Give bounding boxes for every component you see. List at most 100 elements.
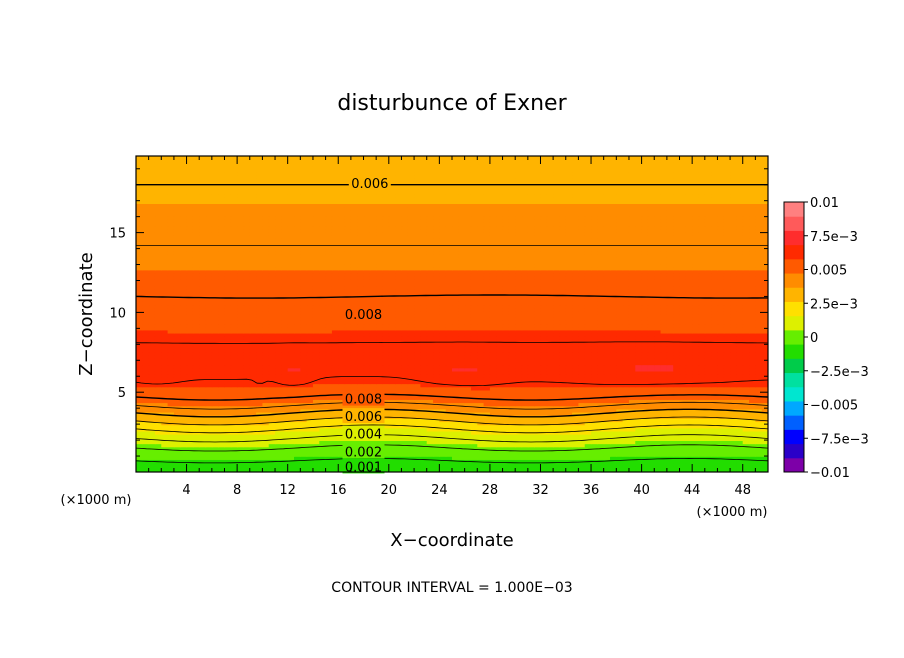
heatmap-cell xyxy=(749,408,756,413)
heatmap-cell xyxy=(325,386,333,391)
heatmap-cell xyxy=(685,408,693,413)
heatmap-cell xyxy=(628,430,636,435)
heatmap-cell xyxy=(470,440,478,445)
heatmap-cell xyxy=(199,339,207,344)
heatmap-cell xyxy=(243,326,251,331)
heatmap-cell xyxy=(704,370,712,375)
heatmap-cell xyxy=(173,320,181,325)
heatmap-cell xyxy=(660,396,668,400)
heatmap-cell xyxy=(142,415,150,419)
heatmap-cell xyxy=(515,424,523,429)
heatmap-cell xyxy=(470,389,478,394)
heatmap-cell xyxy=(401,462,409,467)
heatmap-cell xyxy=(553,393,561,397)
heatmap-cell xyxy=(218,427,226,432)
heatmap-cell xyxy=(224,367,232,372)
heatmap-cell xyxy=(584,339,592,344)
heatmap-cell xyxy=(300,440,308,445)
heatmap-cell xyxy=(654,424,662,429)
heatmap-cell xyxy=(610,380,617,385)
heatmap-cell xyxy=(698,345,706,350)
heatmap-cell xyxy=(338,383,346,388)
heatmap-cell xyxy=(344,358,352,362)
heatmap-cell xyxy=(256,380,263,385)
heatmap-cell xyxy=(540,361,548,366)
heatmap-cell xyxy=(312,468,320,472)
heatmap-cell xyxy=(647,377,655,381)
heatmap-cell xyxy=(325,440,333,445)
heatmap-cell xyxy=(237,405,245,410)
heatmap-cell xyxy=(154,408,162,413)
heatmap-cell xyxy=(534,314,542,318)
heatmap-cell xyxy=(704,361,712,366)
heatmap-cell xyxy=(230,317,238,321)
heatmap-cell xyxy=(300,320,308,325)
heatmap-cell xyxy=(433,405,440,410)
heatmap-cell xyxy=(679,389,687,394)
heatmap-cell xyxy=(660,329,668,334)
heatmap-cell xyxy=(433,449,440,454)
heatmap-cell xyxy=(559,446,567,451)
heatmap-cell xyxy=(439,393,447,397)
heatmap-cell xyxy=(673,405,681,410)
heatmap-cell xyxy=(692,449,700,454)
heatmap-cell xyxy=(704,430,712,435)
heatmap-cell xyxy=(281,389,289,394)
heatmap-cell xyxy=(192,339,200,344)
heatmap-cell xyxy=(635,329,643,334)
heatmap-cell xyxy=(489,358,497,362)
heatmap-cell xyxy=(502,386,510,391)
heatmap-cell xyxy=(559,411,567,416)
heatmap-cell xyxy=(742,348,750,353)
heatmap-cell xyxy=(496,456,504,460)
heatmap-cell xyxy=(470,430,478,435)
heatmap-cell xyxy=(578,411,586,416)
heatmap-cell xyxy=(622,421,630,426)
heatmap-cell xyxy=(426,468,434,472)
heatmap-cell xyxy=(433,336,440,340)
heatmap-cell xyxy=(420,402,428,407)
heatmap-cell xyxy=(167,399,175,404)
heatmap-cell xyxy=(496,449,504,454)
heatmap-cell xyxy=(344,370,352,375)
heatmap-cell xyxy=(268,424,276,429)
heatmap-cell xyxy=(256,393,263,397)
heatmap-cell xyxy=(445,336,453,340)
heatmap-cell xyxy=(300,326,308,331)
heatmap-cell xyxy=(711,323,719,328)
heatmap-cell xyxy=(401,453,409,457)
heatmap-cell xyxy=(300,336,308,340)
heatmap-cell xyxy=(312,456,320,460)
heatmap-cell xyxy=(407,345,415,350)
heatmap-cell xyxy=(572,329,579,334)
heatmap-cell xyxy=(553,370,561,375)
heatmap-cell xyxy=(401,317,409,321)
heatmap-cell xyxy=(331,405,339,410)
heatmap-cell xyxy=(211,326,219,331)
heatmap-cell xyxy=(749,383,756,388)
heatmap-cell xyxy=(319,336,327,340)
heatmap-cell xyxy=(622,367,630,372)
heatmap-cell xyxy=(749,345,756,350)
heatmap-cell xyxy=(698,374,706,378)
heatmap-cell xyxy=(470,459,478,464)
heatmap-cell xyxy=(534,437,542,441)
heatmap-cell xyxy=(572,332,579,337)
heatmap-cell xyxy=(192,332,200,337)
heatmap-cell xyxy=(572,411,579,416)
heatmap-cell xyxy=(622,405,630,410)
heatmap-cell xyxy=(173,367,181,372)
heatmap-cell xyxy=(256,443,263,448)
heatmap-cell xyxy=(723,427,731,432)
heatmap-cell xyxy=(237,336,245,340)
heatmap-cell xyxy=(749,418,756,423)
heatmap-cell xyxy=(256,332,263,337)
heatmap-cell xyxy=(319,427,327,432)
heatmap-cell xyxy=(515,326,523,331)
heatmap-cell xyxy=(275,332,282,337)
heatmap-cell xyxy=(249,393,257,397)
heatmap-cell xyxy=(243,456,251,460)
heatmap-cell xyxy=(218,342,226,347)
heatmap-cell xyxy=(382,380,390,385)
heatmap-cell xyxy=(489,430,497,435)
